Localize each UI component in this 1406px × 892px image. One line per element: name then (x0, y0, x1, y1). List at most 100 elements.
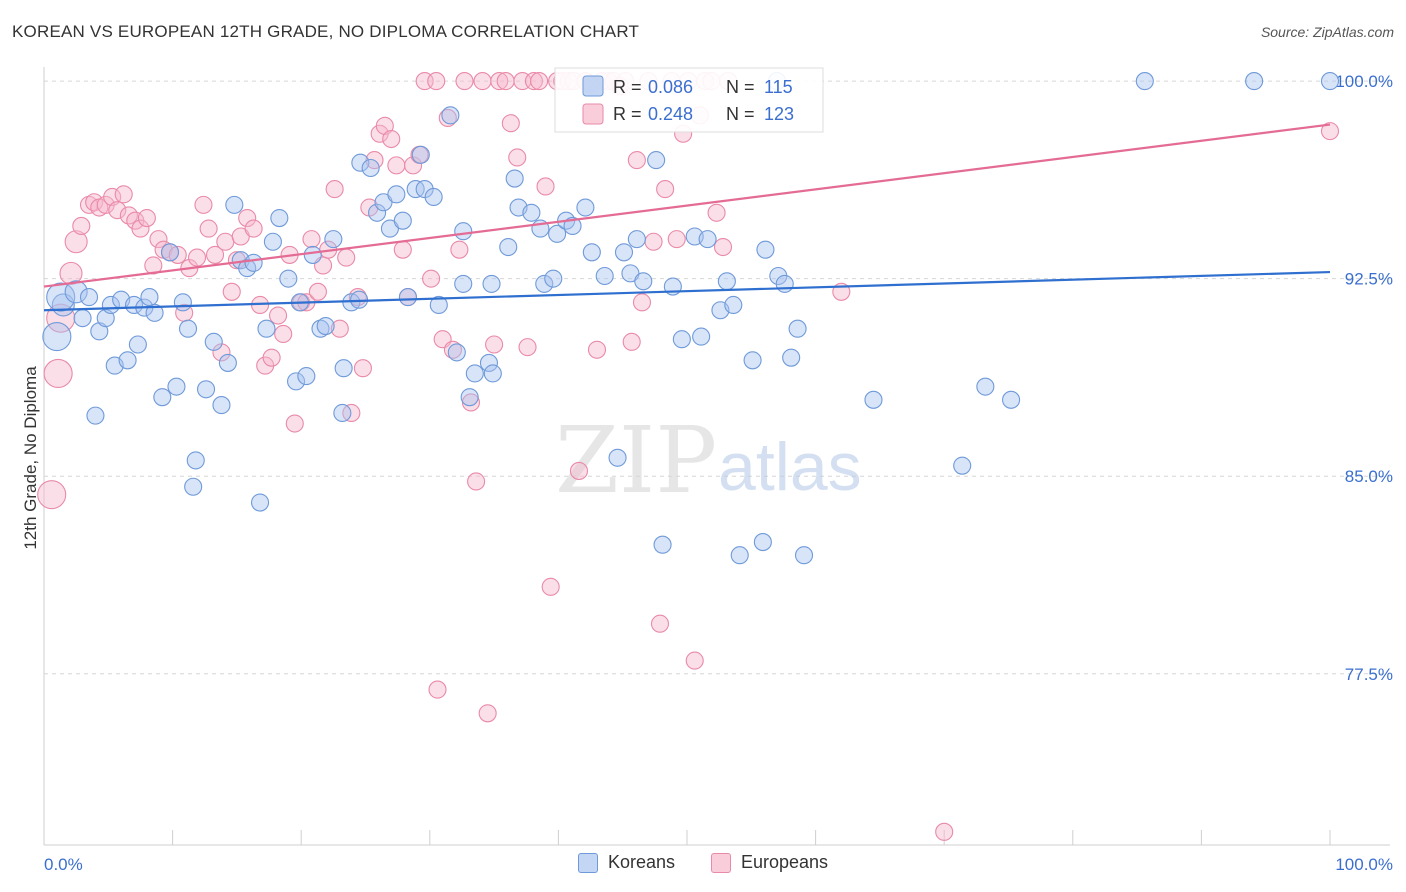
european-point (108, 201, 127, 220)
korean-point (782, 348, 801, 367)
korean-point (324, 230, 343, 249)
european-point (518, 338, 537, 357)
korean-point (411, 145, 430, 164)
european-point (382, 129, 401, 149)
european-point (450, 240, 469, 259)
korean-point (118, 351, 137, 370)
watermark-zip: ZIP (555, 407, 717, 514)
korean-point (756, 240, 775, 259)
european-point (43, 358, 73, 389)
european-point (285, 414, 304, 433)
european-point (644, 232, 663, 251)
european-point (496, 72, 515, 91)
legend-swatch-koreans (577, 852, 598, 873)
korean-point (1135, 72, 1154, 91)
legend-r-label-korean: R = (613, 77, 642, 97)
korean-point (544, 269, 563, 288)
y-tick-labels: 77.5% 85.0% 92.5% 100.0% (1335, 72, 1393, 684)
korean-point (184, 477, 203, 496)
european-point (131, 219, 150, 238)
korean-point (178, 319, 198, 338)
korean-point (86, 406, 105, 425)
korean-point (257, 319, 276, 338)
european-point (353, 359, 372, 378)
y-tick-label: 85.0% (1345, 467, 1393, 486)
bottom-legend: Koreans Europeans (0, 852, 1406, 873)
korean-point (90, 322, 109, 341)
european-point (707, 203, 726, 222)
korean-point (153, 388, 172, 407)
european-points (37, 72, 1340, 841)
top-legend: R = 0.086 N = 115 R = 0.248 N = 123 (554, 67, 824, 133)
korean-point (698, 230, 717, 249)
european-point (685, 651, 704, 670)
legend-item-koreans[interactable]: Koreans (577, 852, 675, 873)
european-point (269, 306, 288, 325)
x-tick-label-max: 100.0% (1335, 855, 1393, 874)
european-point (187, 248, 207, 267)
european-point (387, 156, 406, 175)
european-point (194, 195, 213, 214)
european-point (508, 148, 527, 167)
korean-point (576, 198, 595, 217)
korean-point (46, 282, 76, 312)
korean-point (753, 533, 772, 552)
korean-point (250, 493, 270, 512)
korean-point (361, 158, 380, 178)
legend-item-europeans[interactable]: Europeans (710, 852, 828, 873)
korean-point (499, 237, 518, 257)
korean-point (73, 309, 92, 328)
korean-point (225, 195, 244, 214)
korean-point (140, 288, 159, 307)
european-point (64, 230, 88, 254)
korean-point (743, 351, 762, 370)
european-point (59, 261, 83, 285)
european-point (393, 240, 412, 259)
korean-point (204, 332, 223, 351)
european-point (650, 614, 670, 633)
european-point (667, 230, 686, 249)
korean-point (173, 293, 192, 312)
european-point (72, 216, 91, 236)
korean-point (368, 203, 387, 222)
chart-title: KOREAN VS EUROPEAN 12TH GRADE, NO DIPLOM… (12, 22, 640, 41)
european-point (137, 209, 156, 228)
european-trend-line (43, 123, 1331, 288)
european-point (375, 116, 394, 135)
european-point (238, 209, 257, 228)
european-point (308, 282, 327, 301)
korean-point (505, 169, 524, 188)
european-point (473, 72, 492, 91)
korean-point (303, 245, 322, 264)
korean-point (1320, 72, 1340, 91)
watermark: ZIP atlas (555, 407, 862, 514)
korean-point (483, 364, 502, 383)
korean-point (724, 295, 743, 315)
korean-point (244, 253, 263, 272)
korean-point (441, 106, 460, 125)
legend-swatch-europeans (710, 852, 731, 873)
korean-point (465, 364, 484, 383)
trend-lines (43, 123, 1331, 312)
european-point (1320, 122, 1340, 141)
european-point (149, 230, 168, 249)
korean-point (595, 266, 614, 286)
european-point (302, 230, 321, 249)
korean-point (953, 456, 972, 475)
y-tick-label: 77.5% (1345, 665, 1393, 684)
chart-source: Source: ZipAtlas.com (1260, 24, 1394, 40)
korean-point (653, 535, 672, 554)
european-point (656, 180, 675, 199)
legend-swatch-european (582, 103, 604, 125)
korean-point (976, 377, 995, 396)
korean-point (270, 209, 289, 228)
european-point (569, 461, 589, 480)
korean-point (672, 330, 691, 349)
legend-n-label-european: N = (726, 104, 755, 124)
european-point (478, 704, 497, 723)
korean-point (79, 288, 99, 307)
korean-trend-line (43, 270, 1331, 312)
european-point (587, 340, 607, 359)
y-tick-label: 92.5% (1345, 270, 1393, 289)
european-point (541, 577, 560, 596)
